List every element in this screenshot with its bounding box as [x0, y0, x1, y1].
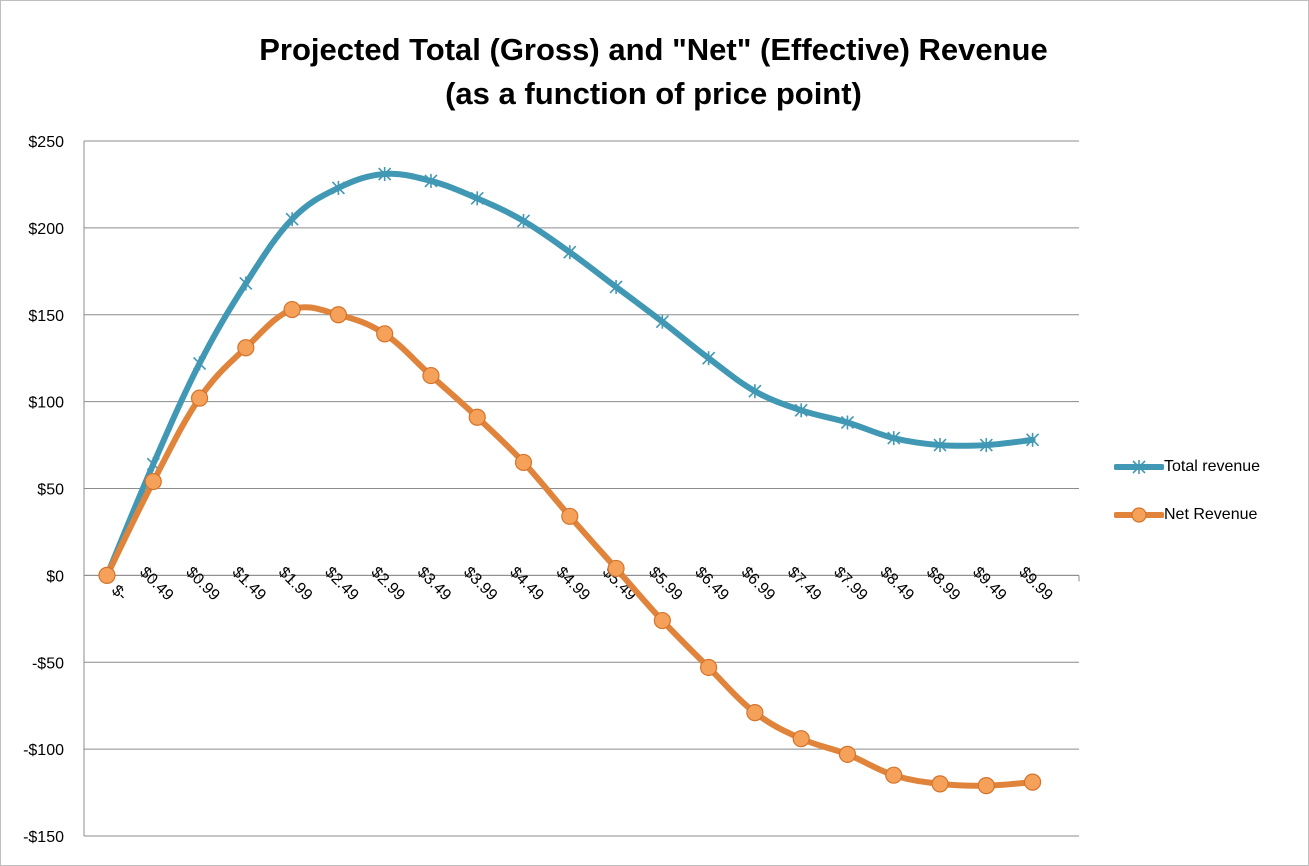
data-point-marker — [285, 212, 299, 227]
chart-title-line-2: (as a function of price point) — [445, 76, 862, 111]
data-point-marker — [933, 438, 947, 453]
data-point-marker — [561, 507, 579, 525]
x-tick-label: $8.99 — [923, 564, 963, 604]
y-tick-label: $100 — [28, 395, 64, 412]
data-point-marker — [885, 766, 903, 784]
data-point-marker — [376, 325, 394, 343]
data-point-marker — [331, 180, 345, 195]
x-tick-label: $7.49 — [784, 564, 824, 604]
x-tick-label: $9.99 — [1015, 564, 1055, 604]
x-tick-label: $5.99 — [645, 564, 685, 604]
y-tick-label: $0 — [46, 568, 64, 585]
data-point-marker — [468, 408, 486, 426]
data-point-marker — [840, 415, 855, 430]
data-point-marker — [378, 167, 392, 182]
data-point-marker — [192, 356, 207, 371]
y-axis-ticks: $250 $200 $150 $100 $50 $0 -$50 -$100 -$150 — [23, 134, 64, 846]
data-point-marker — [1026, 432, 1040, 447]
data-point-marker — [1023, 773, 1042, 791]
data-point-marker — [144, 472, 162, 491]
data-point-marker — [422, 366, 440, 385]
x-tick-label: $1.99 — [275, 564, 315, 604]
series-total-revenue — [100, 167, 1040, 583]
x-tick-label: $6.99 — [738, 564, 778, 604]
x-tick-label: $2.99 — [368, 564, 408, 604]
data-point-marker — [794, 403, 808, 418]
data-point-marker — [283, 300, 301, 319]
data-point-marker — [514, 453, 533, 472]
data-point-marker — [748, 384, 762, 399]
chart-title: Projected Total (Gross) and "Net" (Effec… — [0, 28, 1307, 116]
y-tick-label: -$150 — [23, 829, 64, 846]
x-tick-label: $4.99 — [553, 564, 593, 604]
series-line — [104, 170, 1036, 579]
data-point-marker — [979, 438, 993, 453]
x-tick-label: $3.49 — [414, 564, 454, 604]
data-point-marker — [607, 559, 625, 578]
x-tick-label: $9.49 — [969, 564, 1009, 604]
data-point-marker — [609, 279, 623, 294]
data-point-marker — [653, 611, 671, 630]
data-point-marker — [746, 704, 764, 722]
legend-swatch-net-revenue — [1114, 507, 1164, 523]
data-point-marker — [424, 173, 438, 188]
y-tick-label: $250 — [28, 134, 64, 151]
data-point-marker — [237, 339, 255, 357]
x-axis: $- $0.49 $0.99 $1.49 $1.99 $2.49 $2.99 $3.49 $3.… — [84, 564, 1080, 604]
legend-label-net-revenue: Net Revenue — [1164, 506, 1258, 523]
data-point-marker — [655, 314, 669, 329]
legend-swatch-total-revenue — [1114, 460, 1164, 474]
series-net-revenue — [98, 300, 1042, 795]
x-tick-label: $1.49 — [229, 564, 269, 604]
chart-title-line-1: Projected Total (Gross) and "Net" (Effec… — [259, 32, 1048, 67]
data-point-marker — [98, 566, 116, 584]
data-point-marker — [792, 730, 810, 748]
x-tick-label: $7.99 — [830, 564, 870, 604]
data-point-marker — [470, 191, 484, 206]
data-point-marker — [931, 775, 949, 793]
y-tick-label: $50 — [37, 482, 64, 499]
x-tick-label: $3.99 — [460, 564, 500, 604]
data-point-marker — [702, 351, 716, 366]
data-point-marker — [563, 245, 577, 260]
y-tick-label: $150 — [28, 308, 64, 325]
x-tick-label: $4.49 — [506, 564, 546, 604]
data-point-marker — [977, 777, 995, 795]
data-point-marker — [516, 213, 531, 228]
x-tick-label: $0.99 — [182, 564, 222, 604]
data-point-marker — [838, 745, 857, 763]
x-tick-label: $8.49 — [877, 564, 917, 604]
y-tick-label: -$50 — [32, 655, 64, 672]
data-point-marker — [190, 389, 209, 407]
data-point-marker — [700, 658, 718, 677]
data-point-marker — [239, 276, 253, 291]
x-tick-label: $0.49 — [136, 564, 176, 604]
data-point-marker — [887, 431, 901, 446]
x-tick-label: $6.49 — [691, 564, 731, 604]
x-tick-label: $- — [108, 582, 130, 604]
legend-label-total-revenue: Total revenue — [1164, 458, 1261, 475]
data-point-marker — [329, 306, 347, 324]
x-tick-label: $2.49 — [321, 564, 361, 604]
gridlines — [83, 140, 1079, 837]
y-tick-label: $200 — [28, 221, 64, 238]
series-line — [104, 304, 1036, 789]
y-tick-label: -$100 — [23, 742, 64, 759]
